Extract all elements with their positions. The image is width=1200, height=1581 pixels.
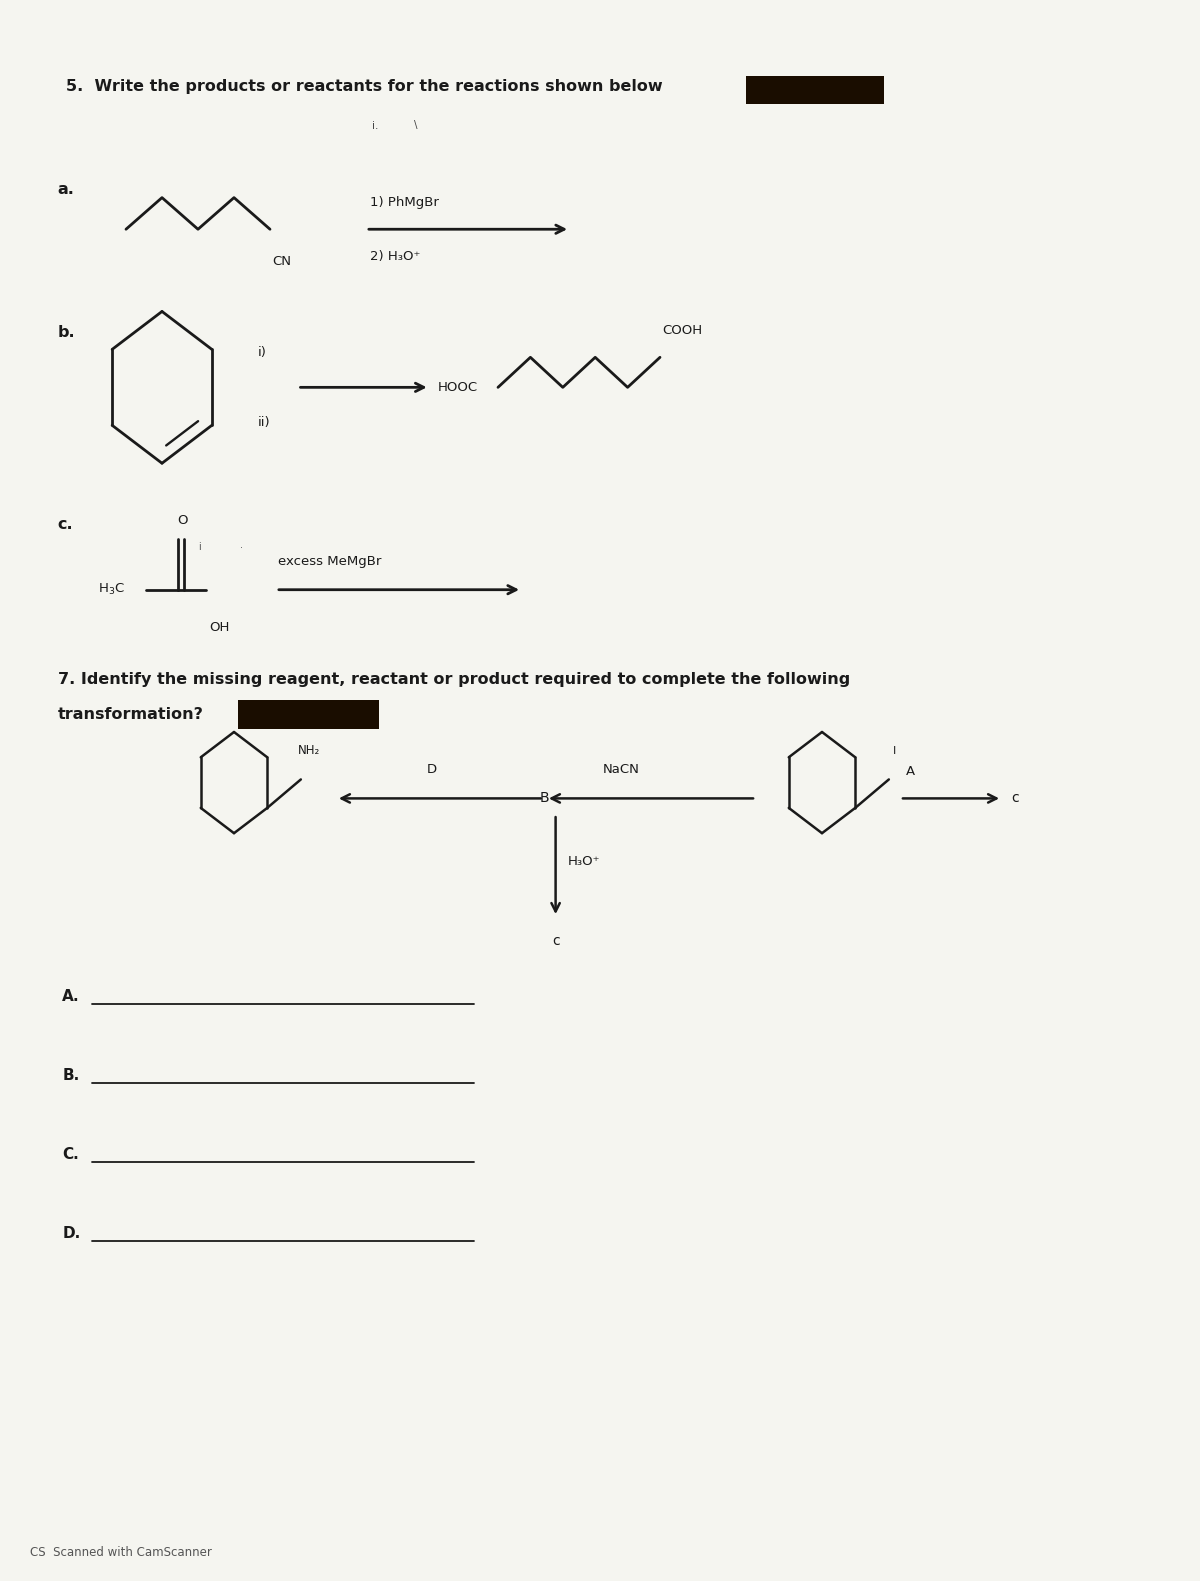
Text: NaCN: NaCN — [604, 764, 640, 776]
Text: HOOC: HOOC — [438, 381, 478, 394]
Text: b.: b. — [58, 324, 76, 340]
Text: 1) PhMgBr: 1) PhMgBr — [370, 196, 438, 209]
Text: c: c — [552, 934, 559, 947]
Text: a.: a. — [58, 182, 74, 198]
Text: .: . — [240, 541, 242, 550]
Text: i.: i. — [372, 122, 378, 131]
Text: A.: A. — [62, 988, 80, 1004]
Text: NH₂: NH₂ — [298, 745, 320, 757]
Text: c: c — [1012, 792, 1019, 805]
Text: B.: B. — [62, 1067, 79, 1083]
FancyBboxPatch shape — [746, 76, 884, 104]
Text: C.: C. — [62, 1146, 79, 1162]
Text: I: I — [893, 746, 896, 756]
Text: 5.  Write the products or reactants for the reactions shown below: 5. Write the products or reactants for t… — [66, 79, 662, 95]
Text: O: O — [178, 514, 188, 526]
Text: i: i — [198, 542, 200, 552]
Text: i): i) — [258, 346, 266, 359]
Text: D: D — [427, 764, 437, 776]
Text: c.: c. — [58, 517, 73, 533]
Text: CS  Scanned with CamScanner: CS Scanned with CamScanner — [30, 1546, 212, 1559]
Text: CN: CN — [272, 255, 292, 267]
Text: H₃O⁺: H₃O⁺ — [568, 855, 600, 868]
Text: transformation?: transformation? — [58, 707, 204, 723]
Text: A: A — [906, 765, 916, 778]
Text: ii): ii) — [258, 416, 271, 428]
Text: 7. Identify the missing reagent, reactant or product required to complete the fo: 7. Identify the missing reagent, reactan… — [58, 672, 850, 688]
Text: \: \ — [414, 120, 418, 130]
Text: COOH: COOH — [662, 324, 702, 337]
FancyBboxPatch shape — [238, 700, 379, 729]
Text: B: B — [540, 792, 550, 805]
Text: excess MeMgBr: excess MeMgBr — [278, 555, 382, 568]
Text: D.: D. — [62, 1225, 80, 1241]
Text: OH: OH — [209, 621, 229, 634]
Text: H$_3$C: H$_3$C — [98, 582, 125, 598]
Text: 2) H₃O⁺: 2) H₃O⁺ — [370, 250, 420, 262]
